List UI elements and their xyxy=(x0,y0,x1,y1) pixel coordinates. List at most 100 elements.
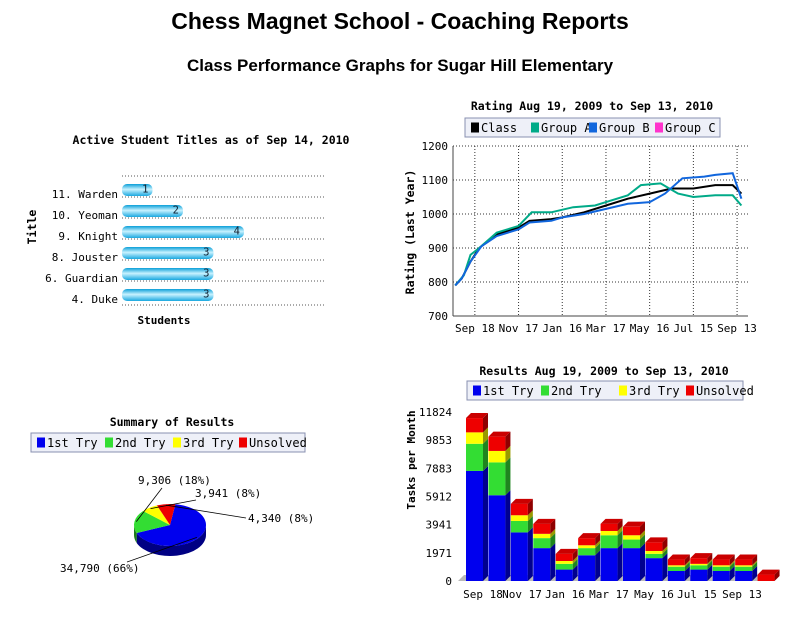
bar-segment-side xyxy=(483,413,488,433)
bar-segment-side xyxy=(572,548,578,561)
x-tick-label: Jul 15 xyxy=(677,588,717,601)
y-axis-label: Tasks per Month xyxy=(405,410,418,509)
pie-slice-1st-try xyxy=(136,504,206,546)
bar-value-label: 4 xyxy=(234,226,240,238)
bar-segment-1st-try xyxy=(488,495,506,581)
bar-segment-side xyxy=(483,465,488,581)
bar-segment-2nd-try xyxy=(488,462,506,496)
category-label: 6. Guardian xyxy=(45,272,118,285)
bar-top xyxy=(623,521,645,527)
bar-segment-side xyxy=(662,548,668,559)
category-label: 11. Warden xyxy=(52,188,118,201)
bar-top xyxy=(510,498,533,504)
bar-segment-side xyxy=(707,553,713,564)
bar-segment-3rd-try xyxy=(510,515,528,521)
bar-segment-unsolved xyxy=(757,574,775,581)
y-tick-label: 700 xyxy=(428,310,448,323)
bar-segment-unsolved xyxy=(578,538,596,546)
category-label: 4. Duke xyxy=(72,293,118,306)
bar xyxy=(122,205,183,217)
x-tick-label: Nov 17 xyxy=(502,588,542,601)
bar-value-label: 3 xyxy=(203,289,209,301)
legend-swatch-group-c xyxy=(655,122,663,133)
bar-segment-3rd-try xyxy=(488,450,506,463)
bar-segment-unsolved xyxy=(488,436,506,451)
pie-slice-unsolved xyxy=(156,504,176,525)
bar-segment-side xyxy=(572,555,578,564)
bar xyxy=(122,247,214,259)
bar-segment-1st-try xyxy=(600,548,618,581)
bar-segment-side xyxy=(595,540,601,549)
bar-segment-1st-try xyxy=(555,569,573,581)
legend-swatch-group-a xyxy=(531,122,539,133)
bar-segment-side xyxy=(617,525,623,536)
bar-top xyxy=(667,554,690,560)
bar-segment-unsolved xyxy=(623,526,640,536)
bar-segment-side xyxy=(572,558,578,570)
bar-segment-2nd-try xyxy=(712,566,730,571)
category-label: 10. Yeoman xyxy=(52,209,118,222)
page-subtitle: Class Performance Graphs for Sugar Hill … xyxy=(186,56,614,75)
chart-title: Rating Aug 19, 2009 to Sep 13, 2010 xyxy=(471,99,713,113)
bar-segment-1st-try xyxy=(712,570,730,581)
legend-label: Group A xyxy=(541,121,592,135)
legend-swatch-2nd-try xyxy=(541,385,549,396)
y-tick-label: 1200 xyxy=(422,140,449,153)
pie-slice-label: 4,340 (8%) xyxy=(248,512,314,525)
pie-slice-label: 9,306 (18%) xyxy=(138,474,211,487)
series-line-group-b xyxy=(454,172,743,287)
bar-segment-side xyxy=(774,569,780,581)
legend-swatch-unsolved xyxy=(239,437,247,448)
bar-segment-3rd-try xyxy=(623,535,640,540)
bar-segment-3rd-try xyxy=(735,565,753,567)
bar-top xyxy=(690,553,713,559)
category-label: 8. Jouster xyxy=(52,251,119,264)
bar-segment-unsolved xyxy=(667,559,685,566)
bar-segment-side xyxy=(617,543,623,581)
bar-segment-side xyxy=(684,561,690,571)
x-tick-label: May 16 xyxy=(630,322,670,335)
bar-segment-3rd-try xyxy=(533,533,551,539)
bar-segment-2nd-try xyxy=(645,553,663,559)
bar-segment-side xyxy=(684,565,690,581)
bar-segment-side xyxy=(640,534,645,549)
bar-segment-side xyxy=(684,560,690,567)
y-tick-label: 3941 xyxy=(426,519,453,532)
bar-segment-unsolved xyxy=(510,503,528,516)
bar-segment-side xyxy=(684,554,690,566)
legend-label: 3rd Try xyxy=(629,384,680,398)
pie-slice-side xyxy=(134,525,137,543)
bar-segment-side xyxy=(505,445,511,463)
legend-label: 2nd Try xyxy=(551,384,602,398)
bar-segment-side xyxy=(527,527,533,581)
bar-segment-side xyxy=(527,510,533,521)
bar-segment-side xyxy=(729,554,735,566)
bar-top xyxy=(488,431,511,437)
bar-top xyxy=(466,413,488,419)
bar-segment-1st-try xyxy=(645,558,663,581)
bar-segment-side xyxy=(707,564,713,581)
bar-segment-side xyxy=(752,561,758,571)
x-tick-label: Jan 16 xyxy=(542,322,582,335)
bar-segment-side xyxy=(617,518,623,531)
bar-segment-2nd-try xyxy=(533,538,551,549)
bar-segment-2nd-try xyxy=(555,563,573,570)
legend-label: 1st Try xyxy=(47,436,98,450)
pie-leader-line xyxy=(166,504,247,519)
y-tick-label: 0 xyxy=(445,575,452,588)
bar-segment-2nd-try xyxy=(600,535,618,549)
bar-segment-side xyxy=(729,561,735,571)
bar-top xyxy=(757,569,780,575)
x-tick-label: Jan 16 xyxy=(545,588,585,601)
bar-segment-side xyxy=(707,560,713,570)
x-tick-label: Sep 18 xyxy=(455,322,495,335)
bar-segment-3rd-try xyxy=(466,432,483,444)
bar-segment-2nd-try xyxy=(690,565,708,570)
x-tick-label: Mar 17 xyxy=(589,588,629,601)
chart-title: Summary of Results xyxy=(110,415,235,429)
bar xyxy=(122,289,214,301)
y-tick-label: 1100 xyxy=(422,174,449,187)
bar-value-label: 3 xyxy=(203,247,209,259)
bar-segment-side xyxy=(707,558,713,566)
